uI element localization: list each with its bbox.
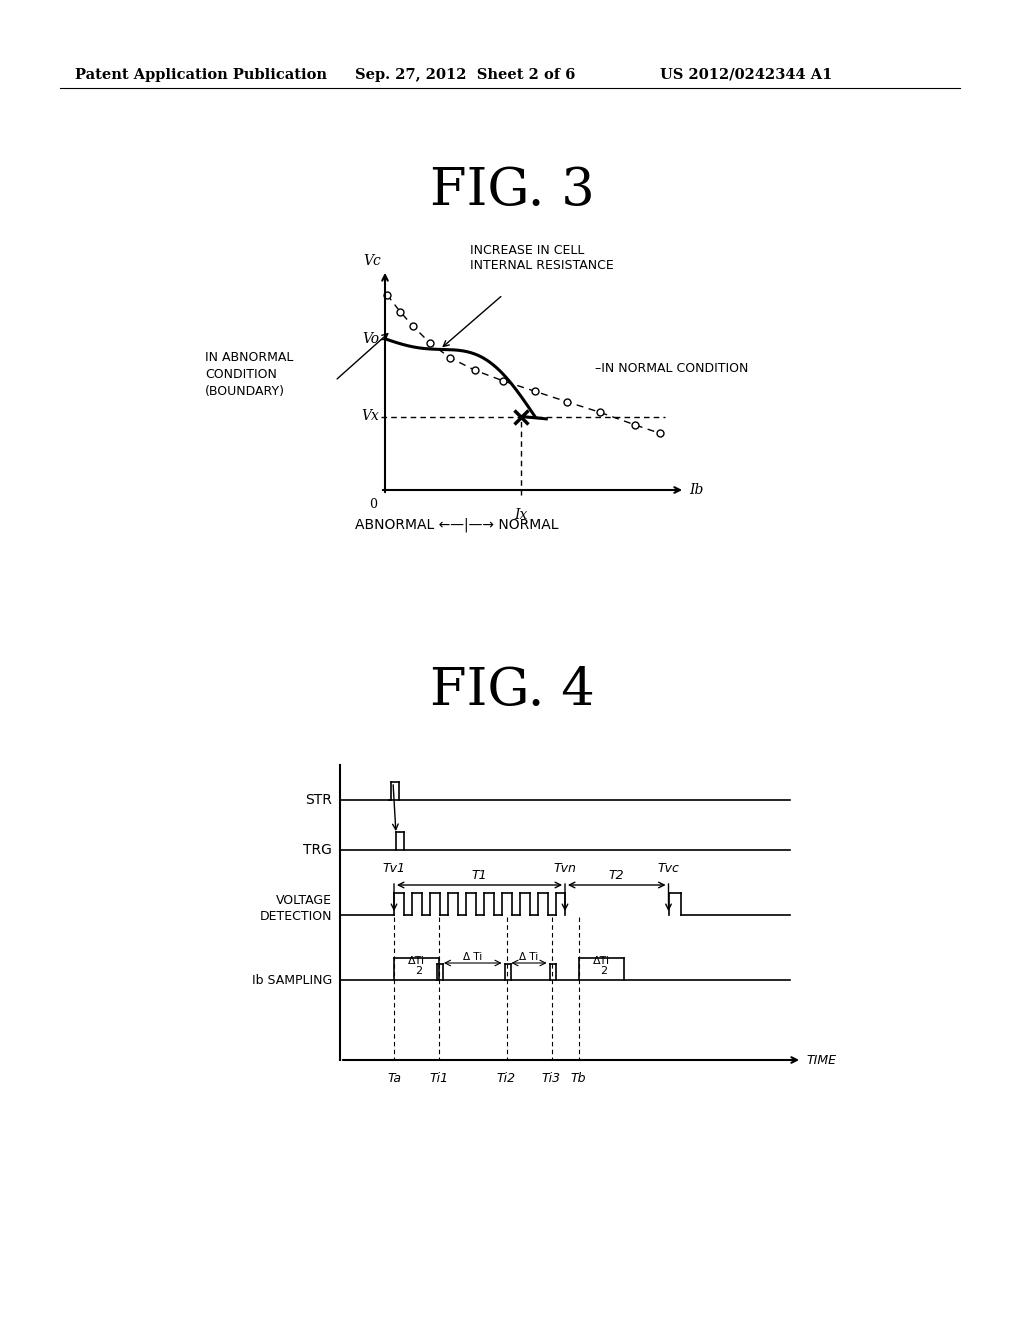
Text: STR: STR — [305, 793, 332, 807]
Text: TIME: TIME — [806, 1053, 836, 1067]
Text: US 2012/0242344 A1: US 2012/0242344 A1 — [660, 69, 833, 82]
Text: Tv1: Tv1 — [383, 862, 406, 875]
Text: Vx: Vx — [361, 409, 379, 424]
Text: Ti3: Ti3 — [542, 1072, 561, 1085]
Text: Ib: Ib — [689, 483, 703, 498]
Text: –IN NORMAL CONDITION: –IN NORMAL CONDITION — [595, 362, 749, 375]
Text: ΔTi
  2: ΔTi 2 — [593, 956, 609, 975]
Text: ΔTi
  2: ΔTi 2 — [408, 956, 425, 975]
Text: Sep. 27, 2012  Sheet 2 of 6: Sep. 27, 2012 Sheet 2 of 6 — [355, 69, 575, 82]
Text: VOLTAGE
DETECTION: VOLTAGE DETECTION — [259, 895, 332, 924]
Text: Tvc: Tvc — [657, 862, 680, 875]
Text: Ti1: Ti1 — [429, 1072, 449, 1085]
Text: Δ Ti: Δ Ti — [519, 952, 539, 962]
Text: T2: T2 — [609, 869, 625, 882]
Text: ABNORMAL ←—|—→ NORMAL: ABNORMAL ←—|—→ NORMAL — [355, 517, 558, 532]
Text: Vo: Vo — [361, 331, 379, 346]
Text: FIG. 4: FIG. 4 — [430, 665, 594, 715]
Text: Patent Application Publication: Patent Application Publication — [75, 69, 327, 82]
Text: Tb: Tb — [570, 1072, 587, 1085]
Text: Ib SAMPLING: Ib SAMPLING — [252, 974, 332, 986]
Text: 0: 0 — [369, 498, 377, 511]
Text: TRG: TRG — [303, 843, 332, 857]
Text: Ix: Ix — [515, 508, 528, 521]
Text: Δ Ti: Δ Ti — [463, 952, 482, 962]
Text: T1: T1 — [472, 869, 487, 882]
Text: Ta: Ta — [387, 1072, 401, 1085]
Text: INCREASE IN CELL
INTERNAL RESISTANCE: INCREASE IN CELL INTERNAL RESISTANCE — [470, 244, 613, 272]
Text: FIG. 3: FIG. 3 — [430, 165, 594, 216]
Text: Tvn: Tvn — [554, 862, 577, 875]
Text: Vc: Vc — [364, 253, 381, 268]
Text: IN ABNORMAL
CONDITION
(BOUNDARY): IN ABNORMAL CONDITION (BOUNDARY) — [205, 351, 293, 399]
Text: Ti2: Ti2 — [497, 1072, 516, 1085]
